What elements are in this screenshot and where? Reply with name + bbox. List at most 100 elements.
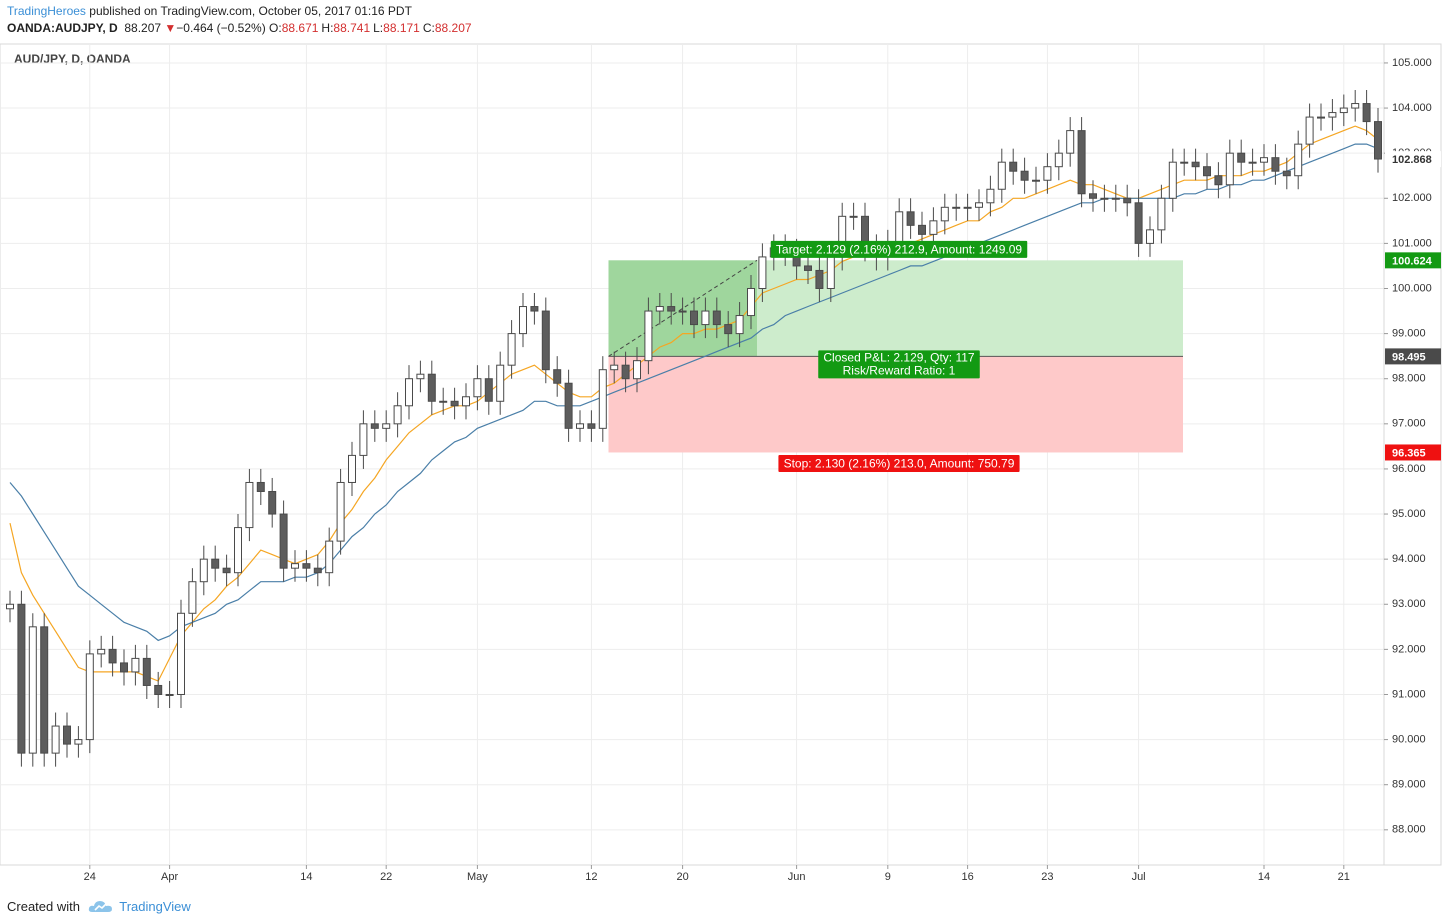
ohlc-value: 88.671 [281, 21, 319, 35]
closed-label-bg [818, 350, 980, 379]
candle-body [302, 563, 311, 569]
candle-body [439, 400, 448, 403]
candle-body [747, 287, 755, 317]
candle-body [564, 382, 573, 429]
candle-body [74, 739, 83, 745]
candle-body [1157, 197, 1166, 231]
candle-body [735, 315, 744, 335]
candle-body [108, 648, 117, 664]
candle-body [245, 481, 254, 529]
candle-body [1225, 152, 1234, 186]
candle-body [1111, 197, 1120, 200]
published: published on TradingView.com, October 05… [89, 4, 412, 18]
arrow: ▼ [164, 21, 177, 35]
moving-average [9, 143, 1379, 642]
candle-body [1282, 170, 1291, 177]
candle-body [177, 612, 185, 695]
stop-price: 96.365 [1392, 447, 1426, 459]
candle-body [63, 725, 71, 745]
ohlc-label: C: [422, 21, 435, 35]
candle-body [370, 423, 379, 429]
candle-body [576, 423, 584, 429]
candle-body [667, 306, 676, 312]
candle-body [633, 360, 641, 380]
candle-body [940, 206, 949, 222]
candle-body [1374, 121, 1382, 160]
candle-body [484, 378, 493, 402]
candle-body [1339, 107, 1348, 114]
candle-body [496, 364, 505, 402]
entry-price-bg [1385, 348, 1441, 365]
candle-body [336, 481, 345, 542]
candle-body [1271, 157, 1280, 172]
candle-body [131, 657, 140, 673]
candle-body [462, 396, 470, 407]
x-tick-label: 20 [676, 871, 688, 883]
trade-path [608, 259, 758, 357]
candle-body [1123, 197, 1132, 204]
candle-body [120, 662, 128, 673]
candle-body [17, 603, 26, 754]
candle-body [963, 206, 972, 209]
candle-body [1248, 161, 1257, 164]
candle-body [1362, 103, 1371, 123]
candle-body [690, 310, 698, 326]
ohlc: O:88.671 H:88.741 L:88.171 C:88.207 [269, 21, 475, 35]
candle-body [291, 563, 299, 569]
x-tick-label: 14 [1258, 871, 1270, 883]
candle-body [621, 364, 630, 380]
candle-body [359, 423, 368, 456]
candle-body [519, 306, 527, 335]
candle-body [895, 211, 904, 244]
price: 88.207 [124, 21, 162, 35]
candle-body [268, 490, 277, 515]
candle-body [142, 657, 151, 686]
candle-body [826, 256, 835, 289]
ohlc-label: H: [321, 21, 334, 35]
candle-body [40, 626, 49, 754]
candle-body [1043, 166, 1052, 181]
candle-body [405, 378, 413, 407]
plot-frame [0, 43, 1385, 866]
y-tick-label: 93.000 [1392, 598, 1426, 610]
candle-body [530, 306, 539, 312]
y-tick-label: 90.000 [1392, 734, 1426, 746]
x-tick-label: 21 [1338, 871, 1350, 883]
candle-body [1020, 170, 1029, 181]
candle-body [849, 215, 858, 218]
candle-body [51, 725, 60, 754]
candle-body [211, 558, 220, 569]
candle-body [1100, 197, 1109, 200]
candle-body [1089, 193, 1097, 199]
candle-body [1305, 116, 1314, 145]
target-label-text: Target: 2.129 (2.16%) 212.9, Amount: 124… [776, 243, 1022, 257]
last-price-bg [1385, 151, 1441, 168]
candle-body [929, 220, 938, 235]
candle-body [1294, 143, 1303, 177]
x-tick-label: 22 [380, 871, 392, 883]
x-tick-label: 24 [84, 871, 96, 883]
x-tick-label: 9 [885, 871, 891, 883]
footer: Created with TradingView [7, 895, 191, 914]
candle-body [313, 567, 322, 574]
brand: TradingView [119, 899, 191, 914]
candle-body [279, 513, 288, 569]
candle-body [1077, 130, 1086, 195]
candle-body [473, 378, 482, 398]
x-tick-label: Apr [161, 871, 178, 883]
candle-body [644, 310, 653, 362]
candle-body [598, 369, 607, 429]
candle-body [804, 265, 812, 271]
y-tick-label: 102.000 [1392, 192, 1432, 204]
y-tick-label: 101.000 [1392, 237, 1432, 249]
ohlc-value: 88.207 [434, 21, 472, 35]
candle-body [154, 684, 163, 695]
stop-label-bg [778, 454, 1020, 472]
symbol-line: OANDA:AUDJPY, D 88.207 ▼−0.464 (−0.52%) … [7, 21, 475, 35]
stop-price-bg [1385, 444, 1441, 461]
symbol: OANDA:AUDJPY, D [7, 21, 118, 35]
y-tick-label: 94.000 [1392, 553, 1426, 565]
x-tick-label: 23 [1041, 871, 1053, 883]
